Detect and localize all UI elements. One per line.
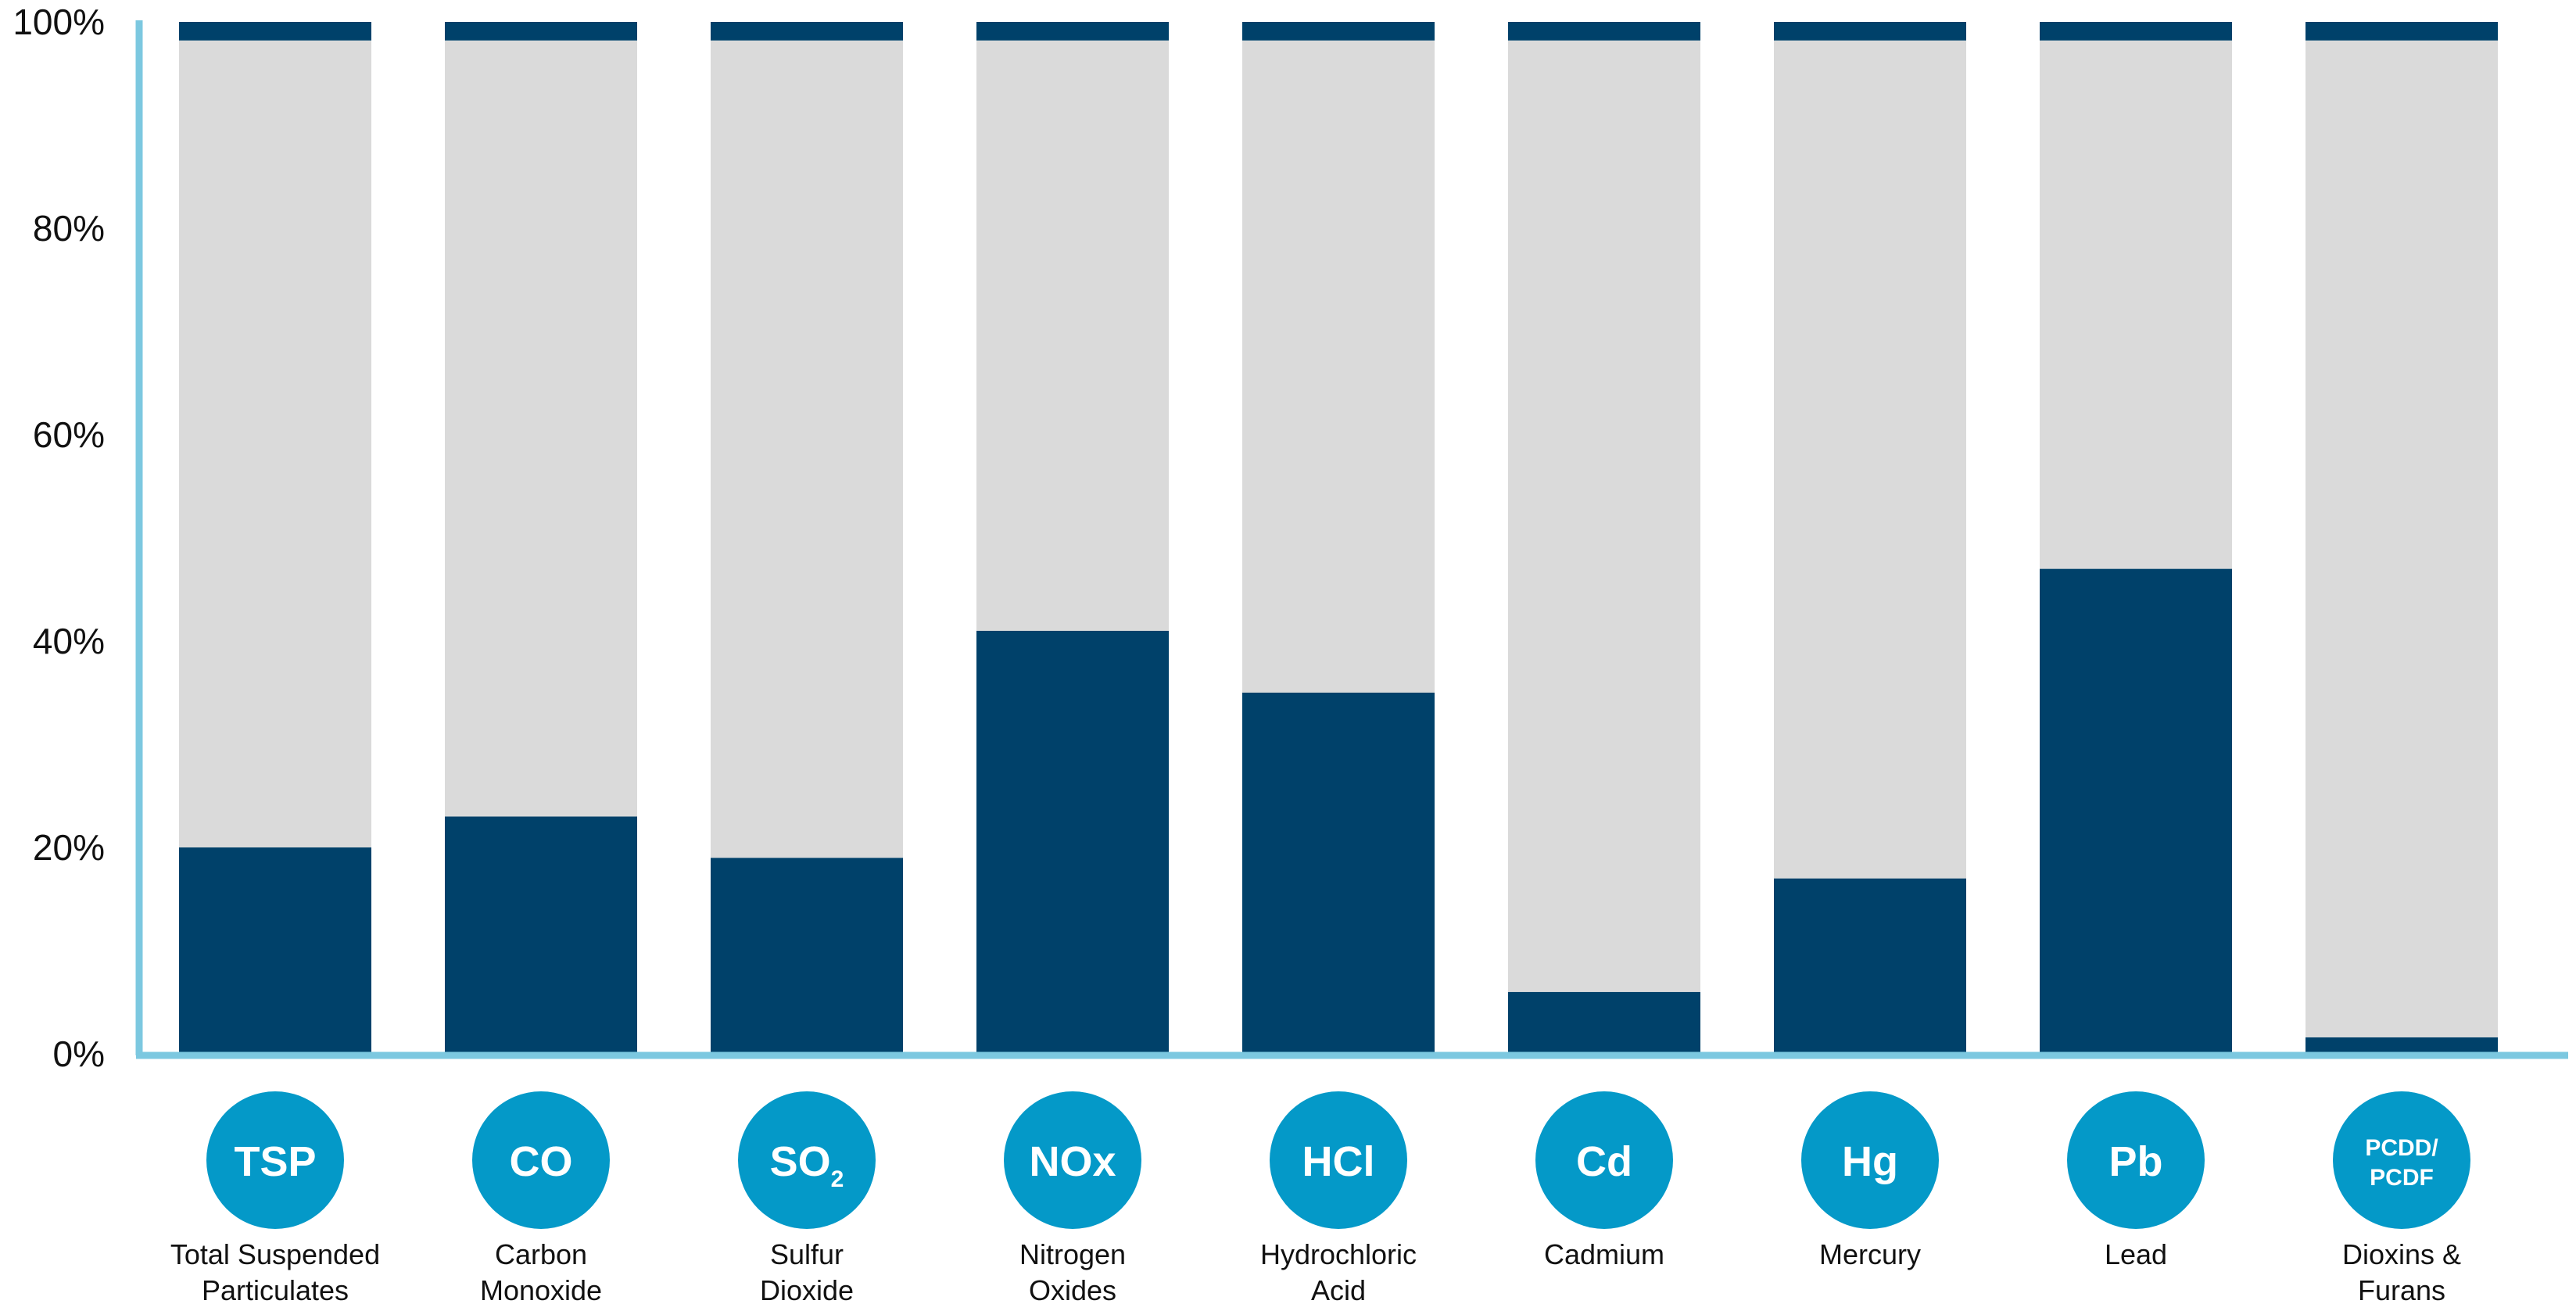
badge-label-line: PCDD/	[2365, 1135, 2438, 1161]
y-tick-label: 100%	[13, 2, 105, 42]
bar-segment-4-3	[976, 22, 1169, 41]
bar-segment-3-3	[711, 22, 903, 41]
category-label-line: Mercury	[1819, 1238, 1921, 1270]
bar-segment-3-2	[711, 40, 903, 858]
bar-segment-2-2	[445, 40, 637, 817]
category-label-line: Particulates	[202, 1274, 349, 1304]
category-labels: Total Suspended Particulates Carbon Monoxid…	[170, 1238, 2461, 1304]
axes-group	[135, 20, 2568, 1059]
category-label-line: Furans	[2358, 1274, 2445, 1304]
y-tick-label: 20%	[33, 827, 105, 868]
bars-group	[179, 22, 2498, 1054]
badge-circle	[206, 1091, 344, 1229]
bar-segment-5-2	[1242, 40, 1435, 693]
bar-segment-6-1	[1508, 991, 1700, 1054]
bar-segment-5-3	[1242, 22, 1435, 41]
badge-circle	[738, 1091, 876, 1229]
bar-segment-6-2	[1508, 40, 1700, 992]
bar-segment-1-1	[179, 847, 371, 1054]
badge-circle	[1004, 1091, 1141, 1229]
bar-segment-6-3	[1508, 22, 1700, 41]
bar-segment-8-1	[2040, 568, 2232, 1054]
badge-subscript: 2	[831, 1166, 844, 1192]
y-tick-label: 80%	[33, 208, 105, 249]
badge-circle	[2333, 1091, 2470, 1229]
badge-circle	[472, 1091, 610, 1229]
bar-segment-7-3	[1774, 22, 1966, 41]
bar-segment-7-1	[1774, 878, 1966, 1054]
badge-label: TSP	[234, 1138, 316, 1185]
category-label-line: Hydrochloric	[1260, 1238, 1417, 1270]
badge-label: CO	[510, 1138, 573, 1185]
category-label-line: Dioxins &	[2342, 1238, 2461, 1270]
category-label-line: Sulfur	[770, 1238, 844, 1270]
bar-segment-3-1	[711, 858, 903, 1054]
category-label-line: Dioxide	[760, 1274, 854, 1304]
bar-segment-7-2	[1774, 40, 1966, 879]
badge-label: Cd	[1576, 1138, 1632, 1185]
badge-circle	[1270, 1091, 1407, 1229]
badge-label-line: PCDF	[2370, 1165, 2434, 1191]
bar-segment-2-3	[445, 22, 637, 41]
bar-segment-9-2	[2306, 40, 2498, 1037]
category-label-line: Total Suspended	[170, 1238, 380, 1270]
bar-segment-8-3	[2040, 22, 2232, 41]
y-tick-label: 60%	[33, 414, 105, 455]
bar-segment-4-2	[976, 40, 1169, 631]
badge-label: HCl	[1302, 1138, 1375, 1185]
bar-segment-5-1	[1242, 693, 1435, 1054]
bar-segment-1-2	[179, 40, 371, 847]
category-label-line: Monoxide	[480, 1274, 602, 1304]
y-tick-label: 0%	[53, 1034, 105, 1074]
bar-segment-8-2	[2040, 40, 2232, 569]
category-label-line: Oxides	[1029, 1274, 1116, 1304]
category-label-line: Nitrogen	[1019, 1238, 1126, 1270]
bar-segment-4-1	[976, 630, 1169, 1054]
badge-circle	[1801, 1091, 1939, 1229]
y-tick-label: 40%	[33, 621, 105, 661]
badge-label: Pb	[2108, 1138, 2162, 1185]
category-label-line: Lead	[2105, 1238, 2167, 1270]
badge-circle	[2067, 1091, 2205, 1229]
category-label-line: Acid	[1311, 1274, 1366, 1304]
category-label-line: Cadmium	[1544, 1238, 1664, 1270]
category-label-line: Carbon	[495, 1238, 587, 1270]
y-tick-labels: 0% 20% 40% 60% 80% 100%	[13, 2, 105, 1074]
badge-circle	[1535, 1091, 1673, 1229]
badge-label: NOx	[1029, 1138, 1116, 1185]
category-badges: TSP CO SO2 NOx HCl Cd Hg Pb PCDD/PCDF	[206, 1091, 2470, 1229]
bar-segment-9-3	[2306, 22, 2498, 41]
bar-segment-2-1	[445, 816, 637, 1054]
bar-segment-9-1	[2306, 1037, 2498, 1054]
badge-label: Hg	[1842, 1138, 1898, 1185]
bar-segment-1-3	[179, 22, 371, 41]
